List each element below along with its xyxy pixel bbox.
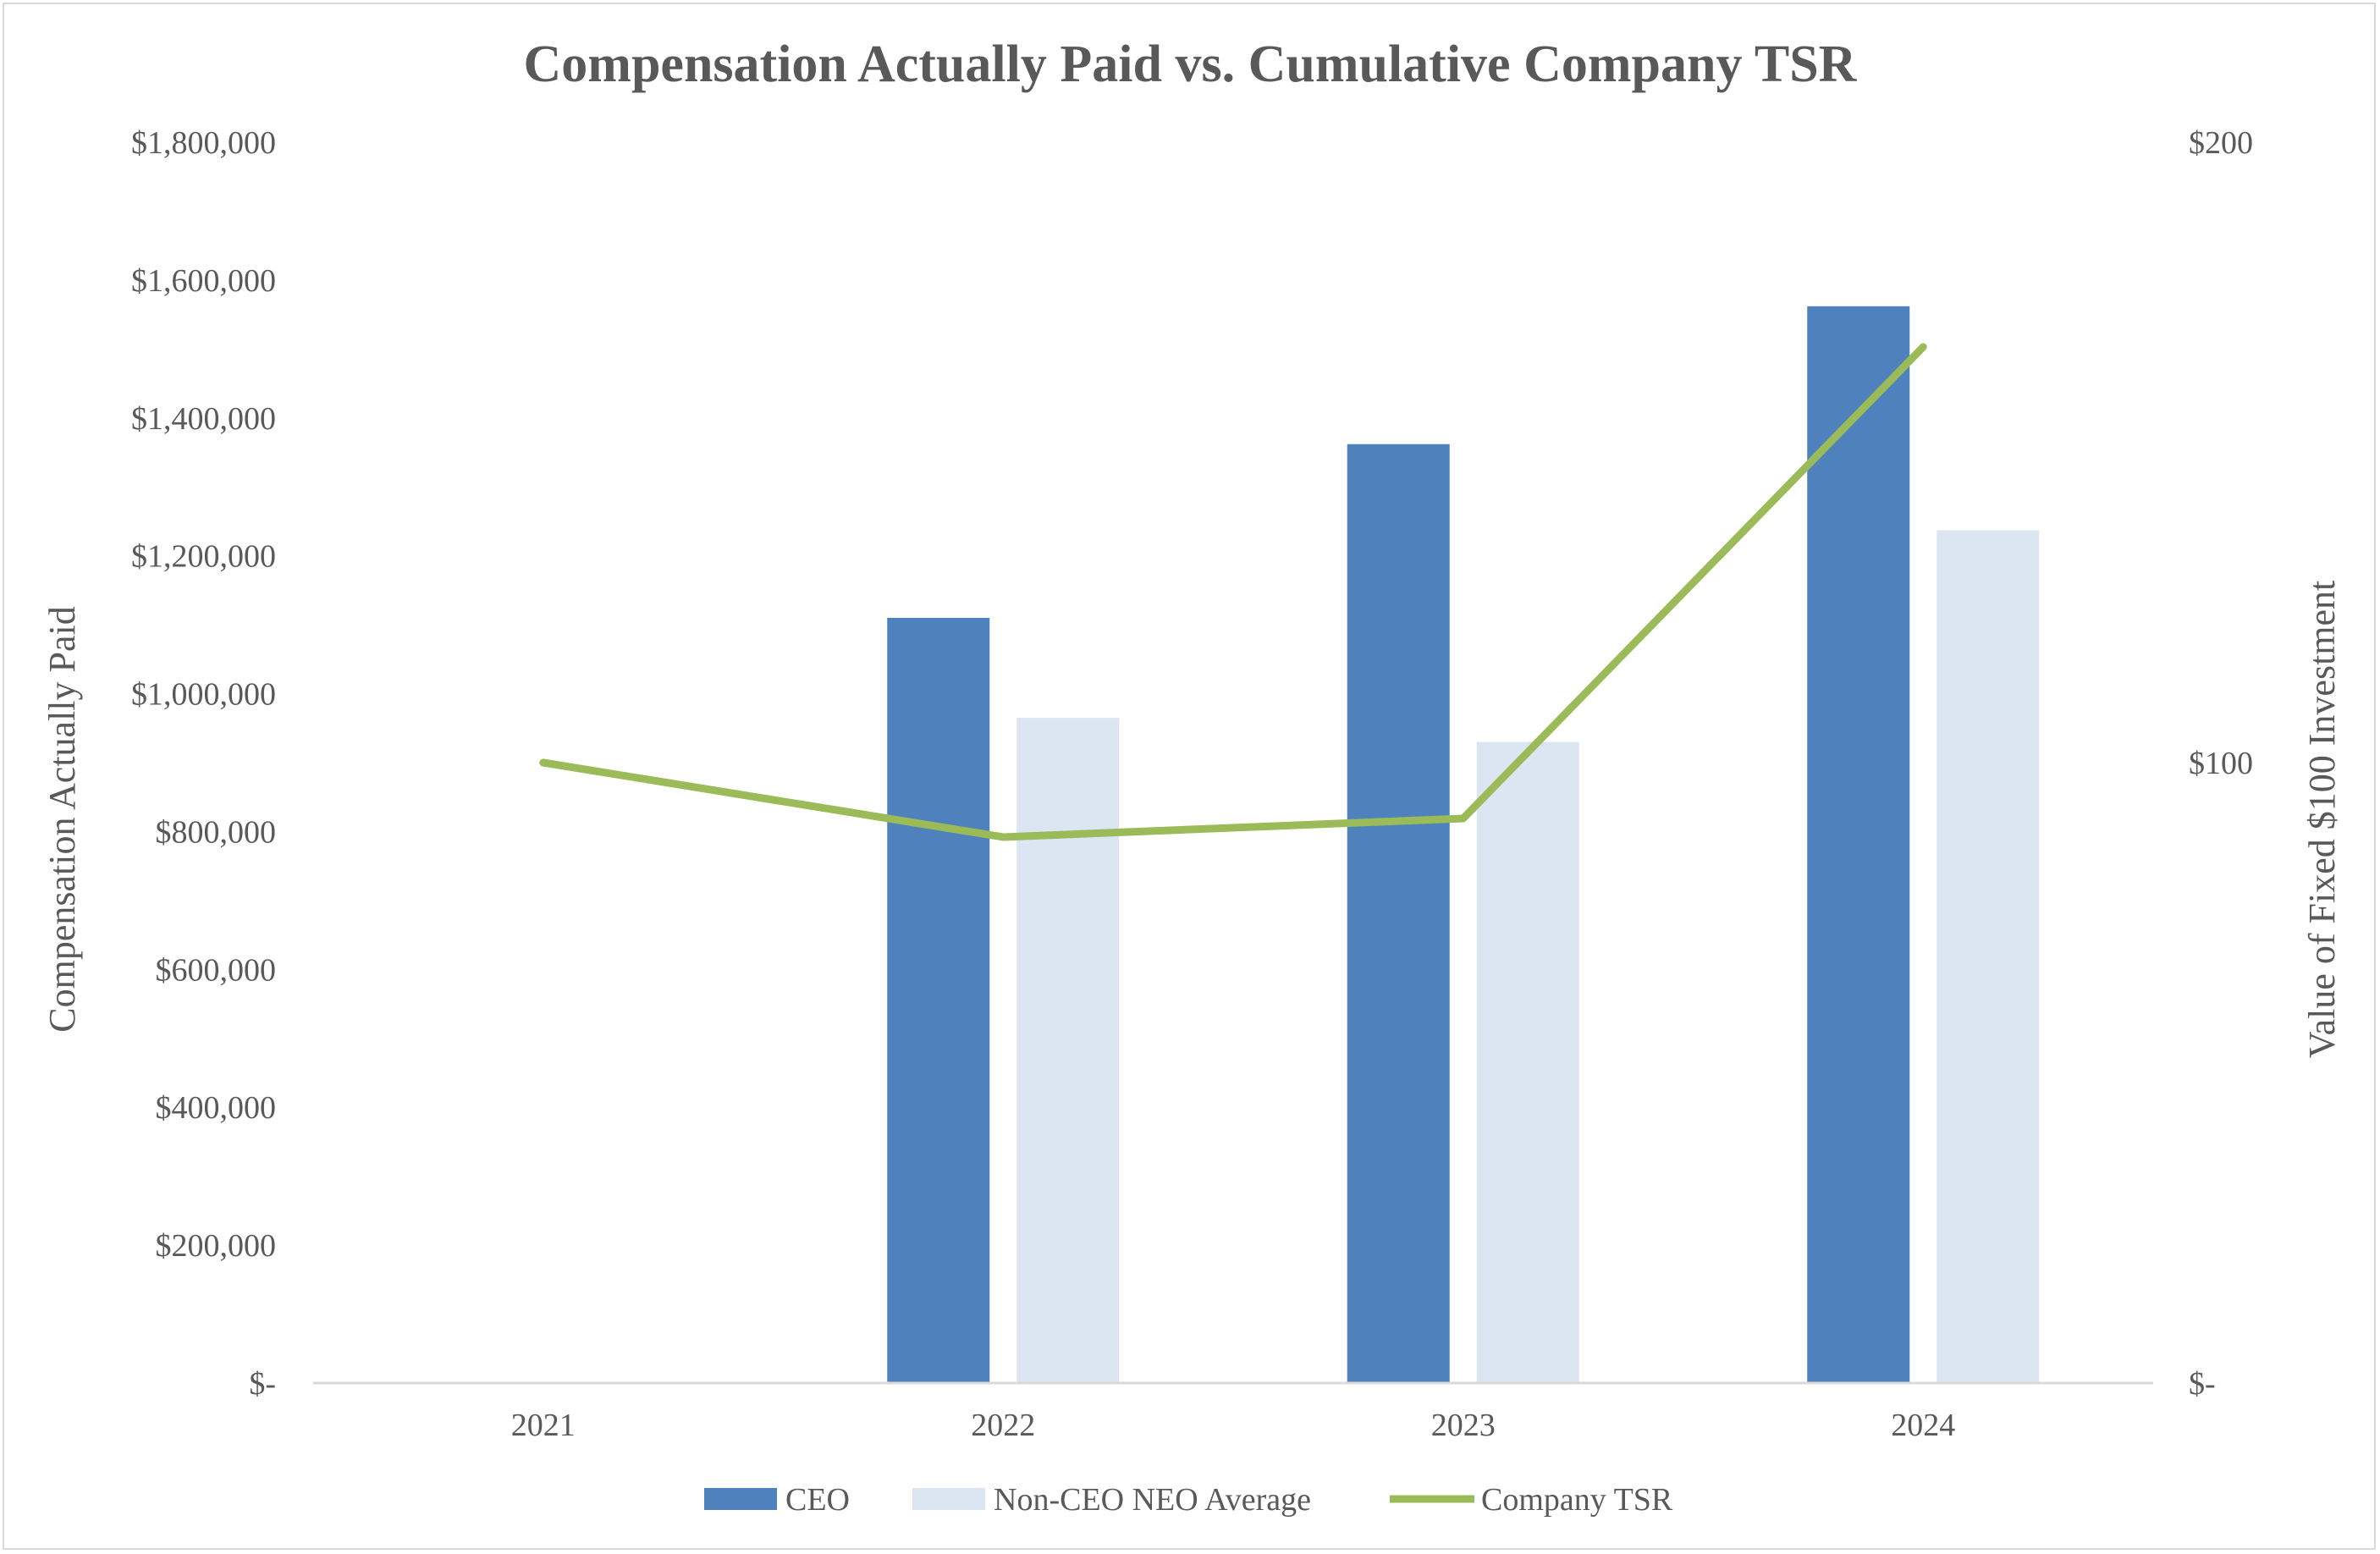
legend: CEO Non-CEO NEO Average Company TSR <box>704 1482 1673 1518</box>
y-tick-label: $800,000 <box>156 814 277 850</box>
legend-label: CEO <box>785 1482 850 1518</box>
non-ceo-neo-bar <box>1476 741 1579 1383</box>
non-ceo-neo-bar <box>1937 530 2040 1383</box>
y2-axis-title: Value of Fixed $100 Investment <box>2301 581 2343 1059</box>
y-tick-label: $200,000 <box>156 1228 277 1264</box>
y-tick-label: $1,000,000 <box>131 677 276 713</box>
company-tsr-line <box>539 343 1927 841</box>
y-tick-label: $1,200,000 <box>131 539 276 575</box>
ceo-bar <box>1347 444 1450 1383</box>
y2-tick-label: $- <box>2189 1366 2216 1402</box>
x-tick-label: 2021 <box>511 1408 576 1443</box>
y-tick-label: $400,000 <box>156 1090 277 1126</box>
y-tick-label: $600,000 <box>156 952 277 988</box>
ceo-bar <box>1807 306 1910 1383</box>
line-series-group <box>539 343 1927 841</box>
legend-swatch-ceo <box>704 1488 777 1510</box>
non-ceo-neo-bar <box>1016 718 1120 1383</box>
legend-label: Company TSR <box>1481 1482 1673 1518</box>
x-tick-label: 2024 <box>1891 1408 1955 1443</box>
bar-series-group <box>887 306 2040 1383</box>
y-tick-label: $1,800,000 <box>131 125 276 161</box>
y2-tick-label: $200 <box>2189 125 2253 161</box>
y-tick-label: $- <box>249 1366 276 1402</box>
y-tick-label: $1,600,000 <box>131 263 276 299</box>
x-tick-label: 2022 <box>971 1408 1035 1443</box>
x-tick-label: 2023 <box>1431 1408 1496 1443</box>
left-axis-ticks: $- $200,000 $400,000 $600,000 $800,000 $1,000… <box>131 125 276 1402</box>
right-axis-ticks: $- $100 $200 <box>2189 125 2253 1402</box>
legend-label: Non-CEO NEO Average <box>994 1482 1311 1518</box>
y2-tick-label: $100 <box>2189 746 2253 781</box>
y-tick-label: $1,400,000 <box>131 401 276 437</box>
legend-swatch-non-ceo-neo <box>912 1488 985 1510</box>
y-axis-title: Compensation Actually Paid <box>41 606 83 1033</box>
x-axis-ticks: 2021 2022 2023 2024 <box>511 1408 1956 1443</box>
ceo-bar <box>887 617 990 1383</box>
chart-title: Compensation Actually Paid vs. Cumulativ… <box>524 36 1858 93</box>
